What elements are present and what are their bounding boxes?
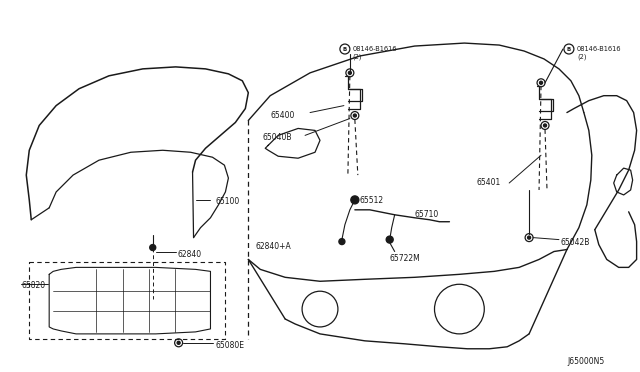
Text: 65100: 65100 <box>216 197 240 206</box>
Text: 65080E: 65080E <box>216 341 244 350</box>
Text: 08146-B1616
(2): 08146-B1616 (2) <box>577 46 621 60</box>
Circle shape <box>386 236 393 243</box>
Circle shape <box>150 244 156 250</box>
Text: 08146-B1616
(2): 08146-B1616 (2) <box>353 46 397 60</box>
Text: B: B <box>567 46 571 52</box>
Text: 65710: 65710 <box>415 210 439 219</box>
Text: B: B <box>343 46 347 52</box>
Circle shape <box>353 114 356 117</box>
Text: 65042B: 65042B <box>561 238 590 247</box>
Text: 65400: 65400 <box>271 110 295 119</box>
Text: 65722M: 65722M <box>390 254 420 263</box>
Circle shape <box>543 124 547 127</box>
Text: 62840+A: 62840+A <box>255 241 291 251</box>
Text: 65820: 65820 <box>21 281 45 290</box>
Circle shape <box>339 238 345 244</box>
Circle shape <box>348 71 351 74</box>
Text: 65512: 65512 <box>360 196 384 205</box>
Circle shape <box>351 196 359 204</box>
Circle shape <box>177 341 180 344</box>
Circle shape <box>527 236 531 239</box>
Circle shape <box>540 81 543 84</box>
Text: 65040B: 65040B <box>262 134 292 142</box>
Text: J65000N5: J65000N5 <box>567 357 604 366</box>
Text: 62840: 62840 <box>178 250 202 259</box>
Text: 65401: 65401 <box>476 178 500 187</box>
